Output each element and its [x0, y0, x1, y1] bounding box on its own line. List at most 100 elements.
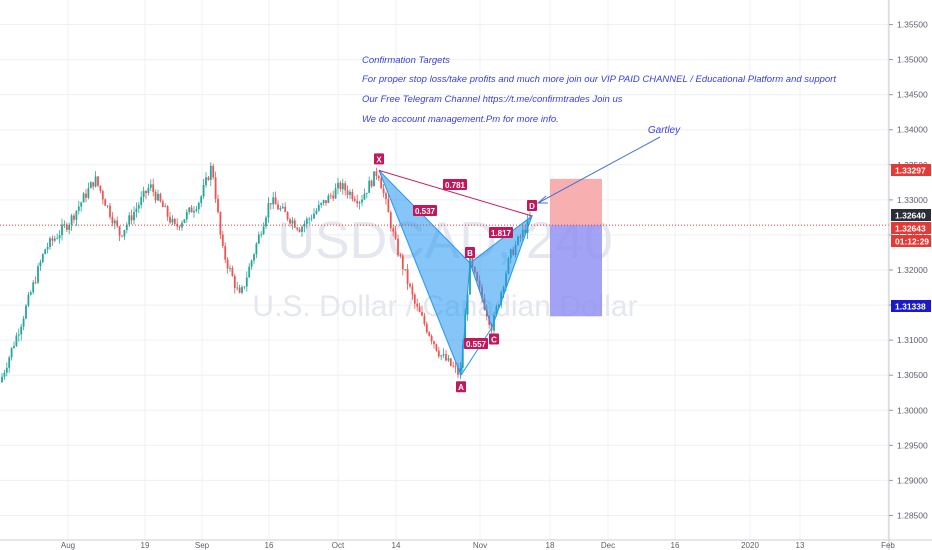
gartley-pattern[interactable]: X A B C D 0.537 0.557 1.817 0.781 — [374, 153, 537, 393]
candle-body — [457, 367, 459, 375]
candle-body — [368, 180, 371, 193]
candle-body — [92, 182, 95, 187]
candle-body — [279, 208, 282, 210]
candle-body — [322, 200, 325, 204]
price-tick-label: 1.35500 — [897, 20, 928, 30]
price-label: 1.33297 — [895, 166, 926, 176]
candle-body — [89, 182, 92, 189]
candle-body — [416, 303, 419, 307]
candle-body — [135, 208, 138, 213]
candle-body — [327, 195, 330, 203]
candle-body — [351, 191, 354, 200]
candle-body — [202, 185, 205, 197]
candle-body — [118, 226, 121, 236]
candle-body — [133, 212, 135, 221]
time-axis[interactable]: Aug 19 Sep 16 Oct 14 Nov 18 Dec 16 2020 13 Feb — [0, 539, 932, 550]
price-tick-label: 1.32500 — [897, 230, 928, 240]
candle-body — [159, 193, 162, 202]
candle-body — [449, 358, 452, 366]
candle-body — [296, 227, 299, 230]
candle-body — [195, 209, 198, 211]
candle-body — [207, 177, 210, 180]
candle-body — [164, 206, 167, 208]
xab-triangle[interactable] — [378, 170, 471, 376]
candle-body — [433, 341, 435, 345]
candle-body — [464, 314, 467, 345]
candle-body — [188, 207, 191, 212]
candle-body — [53, 238, 56, 241]
candle-body — [423, 315, 426, 324]
annotations[interactable]: Gartley — [536, 125, 681, 204]
point-badge — [456, 381, 466, 393]
time-tick-label: Feb — [881, 541, 895, 550]
candle-body — [209, 165, 212, 180]
stop-zone[interactable] — [550, 225, 602, 317]
candle-body — [248, 266, 251, 278]
gartley-arrow[interactable] — [537, 136, 661, 204]
point-label-a: A — [458, 383, 464, 392]
price-label: 1.32640 — [895, 211, 926, 221]
candle-body — [253, 254, 255, 261]
candle-body — [181, 222, 183, 228]
candle-body — [44, 249, 47, 255]
candle-body — [452, 365, 455, 367]
candle-body — [298, 229, 301, 232]
candle-body — [389, 212, 392, 229]
candle-body — [358, 202, 361, 204]
candle-body — [149, 184, 152, 188]
candle-body — [94, 176, 97, 187]
time-tick-label: 16 — [265, 541, 274, 550]
candle-body — [226, 259, 229, 269]
candle-body — [5, 367, 8, 373]
candle-body — [106, 205, 109, 207]
time-tick-label: Nov — [473, 541, 487, 550]
candle-body — [68, 225, 71, 230]
price-tick-label: 1.29500 — [897, 440, 928, 450]
candle-body — [325, 200, 327, 203]
time-tick-label: Oct — [332, 541, 345, 550]
price-tick-label: 1.34000 — [897, 125, 928, 135]
time-tick-label: Dec — [601, 541, 615, 550]
target-zone[interactable] — [550, 178, 602, 226]
ratio-label: 0.557 — [466, 340, 487, 349]
price-tick-label: 1.30500 — [897, 370, 928, 380]
candle-body — [308, 218, 311, 220]
point-badge — [527, 200, 537, 211]
candle-body — [77, 206, 80, 211]
candle-body — [29, 292, 32, 295]
candle-body — [387, 199, 390, 213]
time-tick-label: 18 — [546, 541, 555, 550]
candle-body — [349, 191, 351, 195]
ratio-badge — [464, 338, 488, 349]
candle-body — [373, 171, 375, 187]
candle-body — [397, 238, 399, 256]
candle-body — [109, 205, 111, 217]
candle-body — [394, 231, 397, 239]
price-label-box — [891, 300, 931, 312]
price-axis[interactable]: 1.355001.350001.345001.340001.335001.330… — [888, 0, 931, 550]
candle-body — [272, 197, 275, 205]
candle-body — [445, 354, 447, 361]
candle-body — [447, 358, 450, 361]
candle-body — [233, 276, 236, 288]
ac-line — [460, 327, 493, 376]
candle-body — [193, 210, 195, 213]
candle-body — [190, 207, 193, 213]
candle-body — [277, 204, 279, 210]
candle-body — [255, 243, 258, 255]
candle-body — [382, 188, 385, 194]
long-position-tool[interactable] — [550, 178, 602, 317]
price-label-box — [891, 209, 931, 221]
time-tick-label: 16 — [671, 541, 680, 550]
price-label: 01:12:29 — [895, 237, 929, 247]
time-tick-label: 14 — [392, 541, 401, 550]
candle-body — [361, 199, 363, 203]
candle-body — [341, 183, 344, 190]
bcd-triangle[interactable] — [469, 214, 534, 330]
candle-body — [13, 345, 15, 348]
candle-body — [171, 218, 174, 223]
candle-body — [212, 165, 215, 178]
point-badge — [374, 153, 384, 165]
price-tick-label: 1.31000 — [897, 335, 928, 345]
